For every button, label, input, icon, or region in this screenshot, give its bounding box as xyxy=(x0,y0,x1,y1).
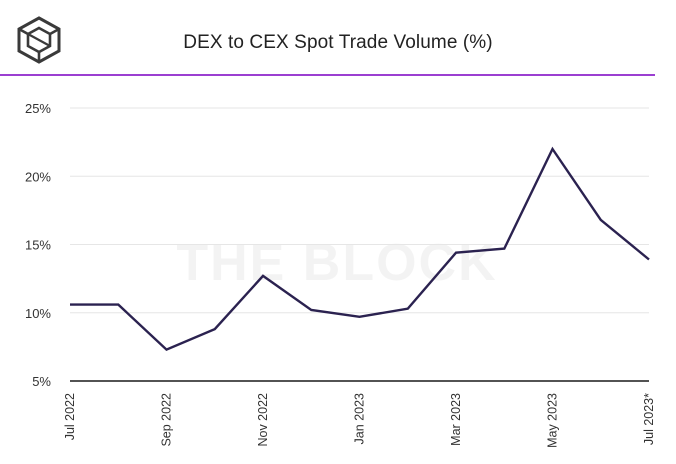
x-tick-label: Jul 2023* xyxy=(642,393,656,445)
gridlines xyxy=(70,107,649,314)
chart-title: DEX to CEX Spot Trade Volume (%) xyxy=(183,32,493,53)
x-tick-label: Jul 2022 xyxy=(63,393,77,440)
x-tick-label: Nov 2022 xyxy=(256,393,270,447)
x-axis-ticks: Jul 2022 Sep 2022 Nov 2022 Jan 2023 Mar 2023… xyxy=(63,393,656,448)
x-tick-label: Mar 2023 xyxy=(449,393,463,446)
y-tick-label: 25% xyxy=(25,101,51,116)
y-tick-label: 5% xyxy=(32,374,51,389)
header-divider xyxy=(0,74,655,76)
x-tick-label: Jan 2023 xyxy=(353,393,367,444)
y-tick-label: 15% xyxy=(25,238,51,253)
y-tick-label: 20% xyxy=(25,169,51,184)
series-line xyxy=(70,146,650,352)
watermark: THE BLOCK xyxy=(176,234,497,292)
y-tick-label: 10% xyxy=(25,306,51,321)
x-tick-label: May 2023 xyxy=(546,393,560,448)
y-axis-ticks: 5% 10% 15% 20% 25% xyxy=(25,101,51,389)
x-tick-label: Sep 2022 xyxy=(160,393,174,447)
the-block-logo xyxy=(17,16,61,64)
